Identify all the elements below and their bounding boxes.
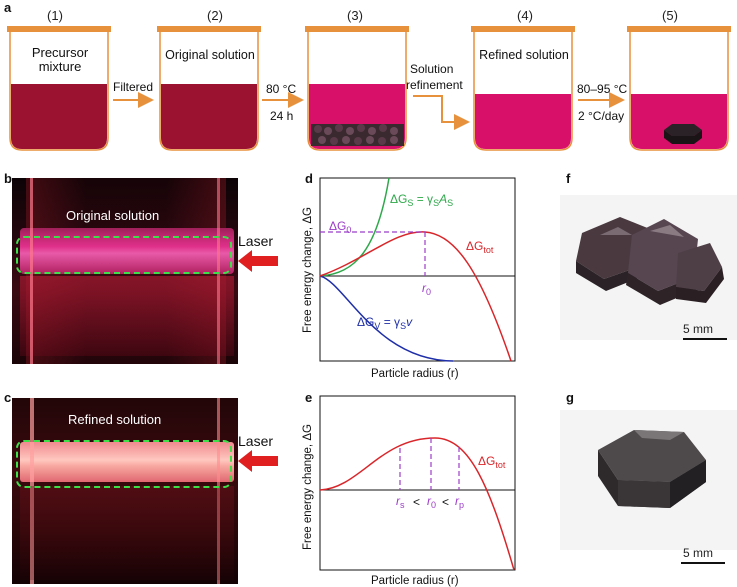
plot-d-gtot-label: ΔGtot	[466, 239, 494, 255]
plot-e-rs-label: rs	[396, 494, 405, 510]
plot-e-lt2: <	[442, 495, 449, 509]
jar-4	[471, 26, 575, 151]
plot-e-gtot-label: ΔGtot	[478, 454, 506, 470]
plot-e-total-curve	[319, 437, 515, 571]
plot-d-total-curve	[319, 231, 512, 362]
jar-5-solution	[631, 94, 727, 149]
plot-e-rp-label: rp	[455, 494, 464, 510]
panel-letter-e: e	[305, 390, 313, 405]
plot-e-lt1: <	[413, 495, 420, 509]
jar-5	[627, 26, 731, 151]
plot-d-surface-curve	[319, 177, 390, 277]
plot-d-gs-label: ΔGS = γSAS	[390, 192, 453, 208]
jar-5-lid	[627, 26, 731, 32]
plot-d-xlabel: Particle radius (r)	[371, 368, 459, 380]
arrow-3-label-line2: refinement	[406, 78, 463, 92]
jar-3-lid	[305, 26, 409, 32]
jars-diagram	[7, 26, 731, 151]
laser-arrow-c	[238, 450, 278, 472]
jar-4-solution	[475, 94, 571, 149]
photo-crystal-g	[560, 410, 737, 550]
step-number-5: (5)	[662, 8, 678, 23]
photo-b-caption: Original solution	[66, 208, 160, 223]
jar-1-label-line1: Precursor	[31, 45, 89, 60]
jar-1-label: Precursor mixture	[14, 46, 106, 74]
arrow-1-label: Filtered	[113, 80, 154, 94]
step-number-2: (2)	[207, 8, 223, 23]
jar-3	[305, 26, 409, 151]
photo-c-caption: Refined solution	[68, 412, 162, 427]
panel-letter-b: b	[4, 171, 12, 186]
scale-label-g: 5 mm	[683, 546, 713, 560]
panel-letter-f: f	[566, 171, 571, 186]
scale-label-f: 5 mm	[683, 322, 713, 336]
arrow-4-label-line1: 80–95 °C	[577, 82, 628, 96]
step-number-3: (3)	[347, 8, 363, 23]
panel-letter-g: g	[566, 390, 574, 405]
plot-e-ylabel: Free energy change, ΔG	[302, 424, 314, 550]
arrow-3-label-line1: Solution	[410, 62, 454, 76]
jar-3-precipitate	[311, 124, 404, 146]
laser-arrow-b	[238, 250, 278, 272]
jar-1-solution	[11, 84, 107, 149]
plot-e-xlabel: Particle radius (r)	[371, 575, 459, 587]
photo-crystals-f	[560, 195, 737, 340]
plot-d-frame	[319, 177, 516, 362]
arrow-2-label-line1: 80 °C	[266, 82, 297, 96]
photo-original-solution: Original solution	[12, 178, 238, 364]
jar-4-lid	[471, 26, 575, 32]
jar-2	[157, 26, 261, 151]
laser-label-c: Laser	[238, 433, 274, 449]
jar-4-label: Refined solution	[479, 48, 569, 62]
plot-d-gv-label: ΔGV = γSv	[357, 315, 413, 331]
jar-1	[7, 26, 111, 151]
arrow-3	[413, 95, 470, 130]
jar-2-solution	[161, 84, 257, 149]
panel-letter-c: c	[4, 390, 12, 405]
step-number-1: (1)	[47, 8, 63, 23]
panel-letter-a: a	[4, 0, 12, 15]
jar-2-label: Original solution	[165, 48, 255, 62]
jar-1-label-line2: mixture	[38, 59, 82, 74]
panel-letter-d: d	[305, 171, 313, 186]
jar-2-lid	[157, 26, 261, 32]
step-number-4: (4)	[517, 8, 533, 23]
plot-d-ylabel: Free energy change, ΔG	[302, 207, 314, 333]
jar-5-crystal	[664, 124, 702, 144]
plot-d-r0-label: r0	[422, 281, 431, 297]
arrow-2-label-line2: 24 h	[270, 109, 294, 123]
plot-d: ΔG0 ΔGS = γSAS ΔGtot r0 ΔGV = γSv Free e…	[302, 177, 516, 380]
arrow-4-label-line2: 2 °C/day	[578, 109, 625, 123]
photo-refined-solution: Refined solution	[12, 398, 238, 584]
jar-1-lid	[7, 26, 111, 32]
plot-e-frame	[319, 395, 516, 571]
laser-label-b: Laser	[238, 233, 274, 249]
scale-bar-g	[681, 562, 725, 564]
plot-e: ΔGtot rs < r0 < rp Free energy change, Δ…	[302, 395, 516, 587]
scale-bar-f	[683, 338, 727, 340]
plot-d-g0-label: ΔG0	[329, 219, 351, 235]
plot-d-volume-curve	[319, 275, 454, 362]
plot-e-r0-label: r0	[427, 494, 436, 510]
